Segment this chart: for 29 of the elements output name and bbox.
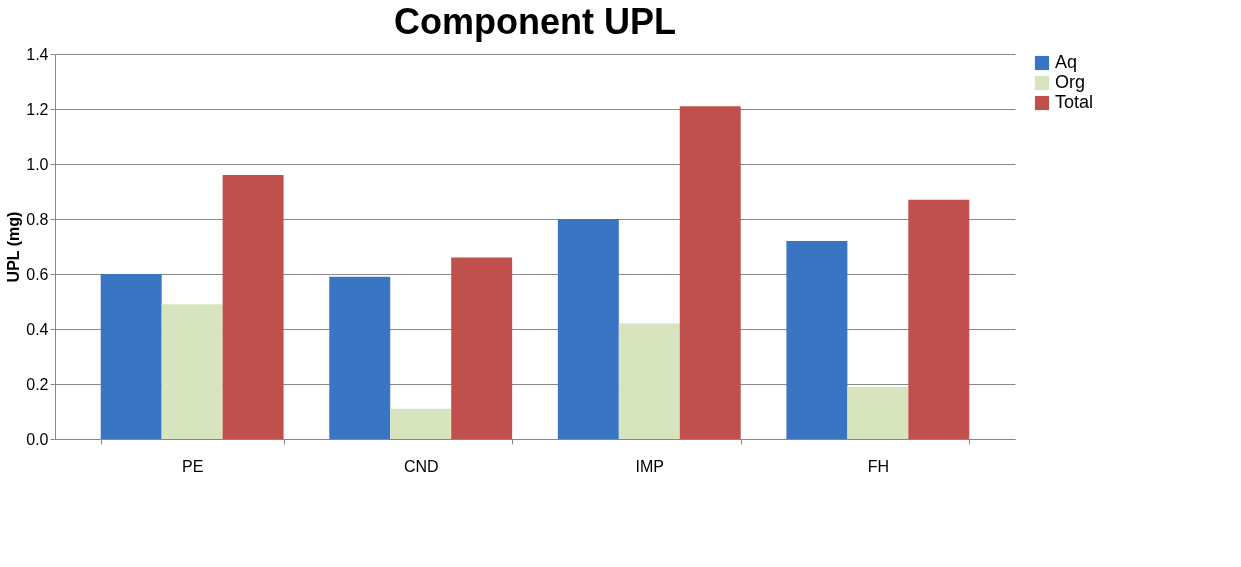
y-tick-label: 0.2 [26, 375, 49, 393]
legend-label: Aq [1055, 52, 1078, 72]
x-tick-label: FH [867, 457, 890, 475]
x-tick-label: CND [403, 457, 439, 475]
bar [618, 323, 680, 439]
y-tick-label: 0.8 [26, 210, 49, 228]
y-axis-title: UPL (mg) [5, 211, 23, 283]
y-tick-label: 0.0 [26, 430, 49, 448]
x-tick-label: PE [181, 457, 204, 475]
legend-label: Org [1055, 72, 1086, 92]
bar [908, 199, 970, 439]
bar [451, 257, 513, 439]
bar [161, 304, 223, 439]
bar [557, 219, 619, 439]
y-tick-label: 0.6 [26, 265, 49, 283]
x-tick-label: IMP [635, 457, 665, 475]
bar [390, 408, 452, 439]
legend-label: Total [1055, 92, 1094, 112]
chart-title: Component UPL [394, 1, 676, 42]
bar [847, 386, 909, 439]
bar [679, 106, 741, 439]
bar [222, 175, 284, 439]
y-tick-label: 0.4 [26, 320, 49, 338]
bar [100, 274, 162, 439]
y-tick-label: 1.4 [26, 45, 49, 63]
y-tick-label: 1.2 [26, 100, 49, 118]
y-tick-label: 1.0 [26, 155, 49, 173]
bar [786, 241, 848, 439]
bar [329, 276, 391, 439]
